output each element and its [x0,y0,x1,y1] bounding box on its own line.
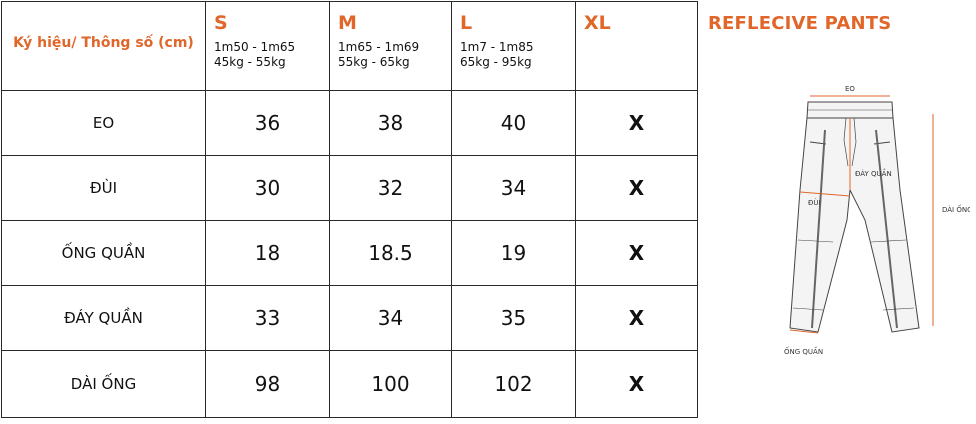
value-cell: 38 [329,90,452,156]
label-ong-quan: ỐNG QUẦN [784,346,823,356]
measure-row-eo: EO 36 38 40 X [1,90,698,156]
value-cell: 98 [205,350,330,418]
row-label: ĐÁY QUẦN [1,285,206,351]
pants-icon [789,101,920,333]
measure-row-day-quan: ĐÁY QUẦN 33 34 35 X [1,285,698,351]
value-cell: 18.5 [329,220,452,286]
hem-measure-line [789,329,819,334]
size-weight-range: 55kg - 65kg [338,55,410,69]
value-cell: 34 [329,285,452,351]
size-height-range: 1m65 - 1m69 [338,40,420,54]
value-cell: 102 [451,350,576,418]
size-header-xl: XL [575,1,698,91]
size-weight-range: 45kg - 55kg [214,55,286,69]
value-cell: X [575,220,698,286]
label-eo: EO [845,85,855,93]
value-cell: 30 [205,155,330,221]
size-header-row: Ký hiệu/ Thông số (cm) S 1m50 - 1m65 45k… [1,1,698,91]
value-cell: 18 [205,220,330,286]
label-dui: ĐÙI [808,198,821,207]
value-cell: 40 [451,90,576,156]
size-name: XL [584,12,611,34]
size-name: S [214,12,228,34]
label-dai-ong: DÀI ỐNG [942,204,970,214]
value-cell: 32 [329,155,452,221]
value-cell: 100 [329,350,452,418]
row-label: EO [1,90,206,156]
size-chart-table: Ký hiệu/ Thông số (cm) S 1m50 - 1m65 45k… [1,1,698,418]
value-cell: 35 [451,285,576,351]
value-cell: X [575,350,698,418]
size-header-m: M 1m65 - 1m69 55kg - 65kg [329,1,452,91]
row-label: ỐNG QUẦN [1,220,206,286]
measure-row-ong-quan: ỐNG QUẦN 18 18.5 19 X [1,220,698,286]
size-height-range: 1m7 - 1m85 [460,40,534,54]
corner-label: Ký hiệu/ Thông số (cm) [1,1,206,91]
value-cell: 34 [451,155,576,221]
row-label: DÀI ỐNG [1,350,206,418]
size-weight-range: 65kg - 95kg [460,55,532,69]
thigh-measure-line [799,191,851,197]
size-name: M [338,12,357,34]
value-cell: X [575,155,698,221]
label-day-quan: ĐÁY QUẦN [855,168,892,178]
value-cell: X [575,90,698,156]
value-cell: 36 [205,90,330,156]
size-header-s: S 1m50 - 1m65 45kg - 55kg [205,1,330,91]
row-label: ĐÙI [1,155,206,221]
value-cell: X [575,285,698,351]
value-cell: 19 [451,220,576,286]
size-name: L [460,12,473,34]
measure-row-dui: ĐÙI 30 32 34 X [1,155,698,221]
value-cell: 33 [205,285,330,351]
product-title: REFLECIVE PANTS [708,13,892,34]
size-header-l: L 1m7 - 1m85 65kg - 95kg [451,1,576,91]
pants-measurement-diagram: EO ĐÙI ĐÁY QUẦN DÀI ỐNG ỐNG QUẦN [784,85,970,356]
size-height-range: 1m50 - 1m65 [214,40,296,54]
measure-row-dai-ong: DÀI ỐNG 98 100 102 X [1,350,698,418]
